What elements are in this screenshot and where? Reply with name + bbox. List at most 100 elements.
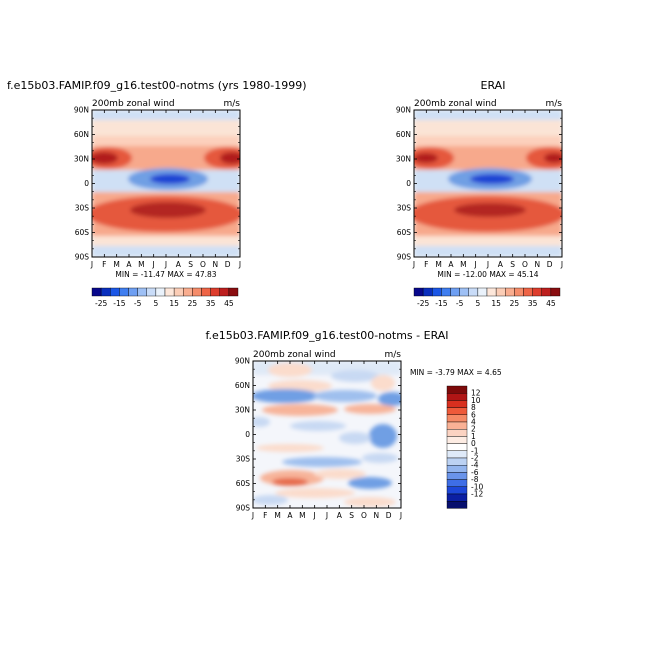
colorbar-label: -10 <box>471 482 483 491</box>
colorbar-box <box>446 486 468 495</box>
x-tick-label: J <box>164 260 167 269</box>
erai-units: m/s <box>546 99 563 109</box>
colorbar-label: 8 <box>471 403 476 412</box>
colorbar-label: -8 <box>471 475 479 484</box>
colorbar-box <box>146 287 157 297</box>
colorbar-box <box>450 287 460 297</box>
colorbar-box <box>532 287 542 297</box>
model-panel: f.e15b03.FAMIP.f09_g16.test00-notms (yrs… <box>7 79 307 308</box>
x-tick-label: O <box>200 260 206 269</box>
y-tick-label: 0 <box>245 430 250 439</box>
colorbar-box <box>173 287 184 297</box>
colorbar-box <box>128 287 138 297</box>
colorbar-box <box>446 465 468 473</box>
colorbar-box <box>91 287 102 297</box>
x-tick-label: O <box>361 511 367 520</box>
x-tick-label: M <box>460 260 466 269</box>
y-tick-label: 60N <box>396 130 411 139</box>
colorbar-label: 45 <box>224 299 234 308</box>
model-units: m/s <box>224 99 241 109</box>
y-tick-label: 90S <box>75 253 90 262</box>
erai-title: ERAI <box>481 79 506 92</box>
colorbar-label: 15 <box>491 299 501 308</box>
colorbar-box <box>446 443 468 452</box>
erai-field <box>414 110 562 257</box>
x-tick-label: J <box>560 260 563 269</box>
colorbar-label: 15 <box>169 299 179 308</box>
colorbar-box <box>219 287 230 297</box>
colorbar-box <box>164 287 175 297</box>
colorbar-box <box>201 287 211 297</box>
y-tick-label: 90N <box>396 106 411 115</box>
y-tick-label: 90N <box>235 357 250 366</box>
colorbar-label: -5 <box>456 299 464 308</box>
colorbar-label: 4 <box>471 418 476 427</box>
colorbar-box <box>523 287 533 297</box>
model-field <box>92 110 240 257</box>
x-tick-label: O <box>522 260 528 269</box>
x-tick-label: A <box>176 260 182 269</box>
erai-y-axis: 90N 60N 30N 0 30S 60S 90S <box>396 106 562 262</box>
y-tick-label: 30N <box>235 406 250 415</box>
colorbar-label: 2 <box>471 425 476 434</box>
colorbar-label: -25 <box>417 299 429 308</box>
x-tick-label: M <box>274 511 280 520</box>
difference-panel: f.e15b03.FAMIP.f09_g16.test00-notms - ER… <box>205 329 501 520</box>
y-tick-label: 60S <box>75 228 90 237</box>
x-tick-label: J <box>399 511 402 520</box>
x-tick-label: J <box>486 260 489 269</box>
x-tick-label: M <box>299 511 305 520</box>
colorbar-box <box>459 287 469 297</box>
model-title: f.e15b03.FAMIP.f09_g16.test00-notms (yrs… <box>7 79 307 92</box>
x-tick-label: J <box>90 260 93 269</box>
y-tick-label: 90N <box>74 106 89 115</box>
colorbar-label: -25 <box>95 299 107 308</box>
difference-field <box>253 361 401 508</box>
y-tick-label: 60S <box>236 479 251 488</box>
y-tick-label: 0 <box>84 179 89 188</box>
erai-colorbar: -25 -15 -5 5 15 25 35 45 <box>413 287 561 308</box>
x-tick-label: J <box>412 260 415 269</box>
colorbar-box <box>495 287 506 297</box>
colorbar-label: 6 <box>471 410 476 419</box>
x-tick-label: S <box>349 511 354 520</box>
colorbar-box <box>446 450 468 459</box>
colorbar-label: 25 <box>188 299 198 308</box>
x-tick-label: J <box>325 511 328 520</box>
x-tick-label: N <box>213 260 219 269</box>
colorbar-box <box>192 287 202 297</box>
y-tick-label: 60N <box>74 130 89 139</box>
colorbar-label: 5 <box>475 299 480 308</box>
y-tick-label: 90S <box>397 253 412 262</box>
y-tick-label: 30S <box>236 455 251 464</box>
colorbar-box <box>514 287 524 297</box>
x-tick-label: S <box>510 260 515 269</box>
colorbar-box <box>446 493 468 502</box>
colorbar-box <box>486 287 497 297</box>
x-tick-label: N <box>374 511 380 520</box>
difference-title: f.e15b03.FAMIP.f09_g16.test00-notms - ER… <box>205 329 448 342</box>
x-tick-label: J <box>238 260 241 269</box>
colorbar-box <box>422 287 433 297</box>
colorbar-label: -15 <box>113 299 125 308</box>
colorbar-box <box>446 393 468 401</box>
x-tick-label: M <box>113 260 119 269</box>
x-tick-label: A <box>126 260 132 269</box>
x-tick-label: A <box>337 511 343 520</box>
y-tick-label: 0 <box>406 179 411 188</box>
y-tick-label: 30N <box>396 155 411 164</box>
colorbar-label: 12 <box>471 389 481 398</box>
colorbar-box <box>432 287 442 297</box>
difference-stats: MIN = -3.79 MAX = 4.65 <box>410 368 502 377</box>
colorbar-label: -1 <box>471 446 479 455</box>
x-tick-label: J <box>152 260 155 269</box>
y-tick-label: 60S <box>397 228 412 237</box>
colorbar-box <box>550 287 561 297</box>
y-tick-label: 60N <box>235 381 250 390</box>
colorbar-box <box>505 287 515 297</box>
colorbar-box <box>446 407 468 416</box>
colorbar-label: 45 <box>546 299 556 308</box>
